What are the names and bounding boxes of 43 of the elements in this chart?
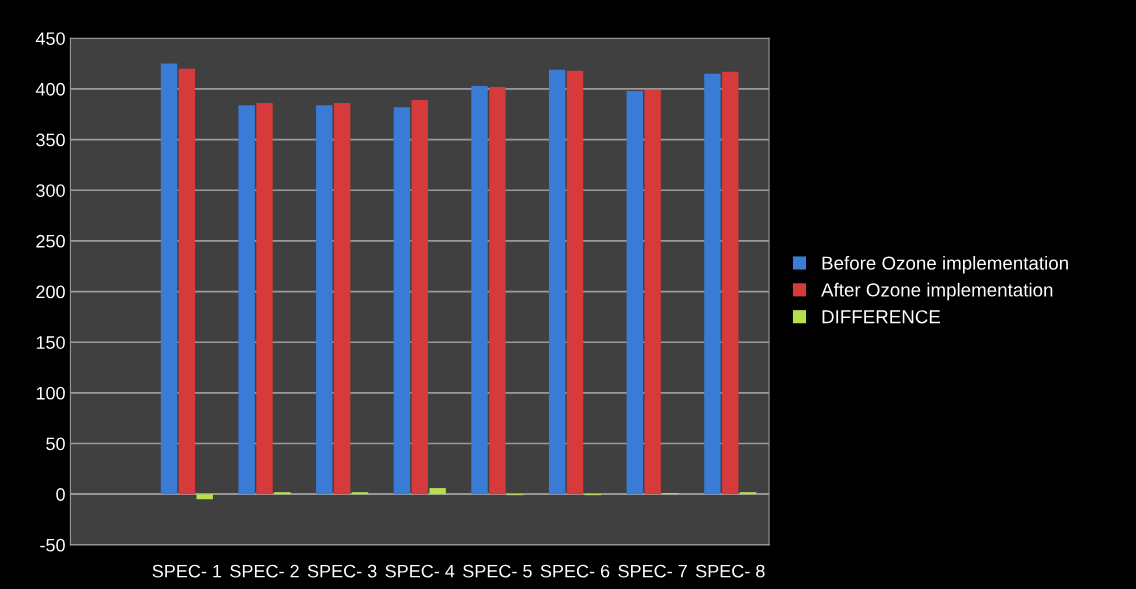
bar	[238, 105, 255, 495]
x-tick-label: SPEC- 7	[618, 564, 687, 578]
x-tick-label: SPEC- 8	[695, 564, 765, 578]
y-tick-label: 150	[36, 336, 65, 349]
x-tick-label: SPEC- 5	[463, 564, 532, 578]
bar	[316, 105, 333, 495]
bar	[196, 494, 213, 500]
bar	[429, 488, 446, 495]
x-tick-label: SPEC- 4	[385, 564, 455, 578]
x-tick-label: SPEC- 1	[152, 564, 222, 578]
bar	[274, 492, 291, 495]
y-tick-label: 350	[36, 133, 65, 147]
y-tick-label: -50	[40, 538, 65, 552]
bar	[548, 69, 566, 495]
bar	[566, 70, 584, 495]
x-tick-label: SPEC- 3	[307, 564, 377, 578]
y-tick-label: 100	[36, 386, 65, 400]
x-tick-label: SPEC- 2	[230, 564, 299, 578]
bar	[704, 73, 721, 495]
bar	[178, 68, 196, 495]
bar	[471, 85, 488, 495]
x-tick-label: SPEC- 6	[540, 564, 610, 578]
y-tick-label: 300	[36, 184, 65, 197]
bar	[489, 86, 506, 495]
y-tick-label: 250	[36, 234, 65, 248]
y-tick-label: 450	[35, 32, 65, 46]
y-tick-label: 400	[35, 82, 65, 96]
bar	[351, 492, 369, 495]
bar	[393, 107, 411, 495]
bar	[256, 103, 273, 495]
y-tick-label: 50	[46, 437, 65, 451]
y-tick-label: 0	[56, 488, 65, 501]
bar	[722, 71, 739, 495]
legend-label: DIFFERENCE	[822, 310, 941, 324]
legend-label: After Ozone implementation	[821, 282, 1053, 301]
bar	[626, 90, 643, 495]
bar	[160, 63, 178, 495]
bar	[644, 89, 661, 495]
bar	[333, 103, 351, 495]
bar	[411, 100, 428, 495]
bar	[739, 492, 757, 495]
legend-label: Before Ozone implementation	[822, 255, 1068, 274]
y-tick-label: 200	[36, 285, 65, 299]
